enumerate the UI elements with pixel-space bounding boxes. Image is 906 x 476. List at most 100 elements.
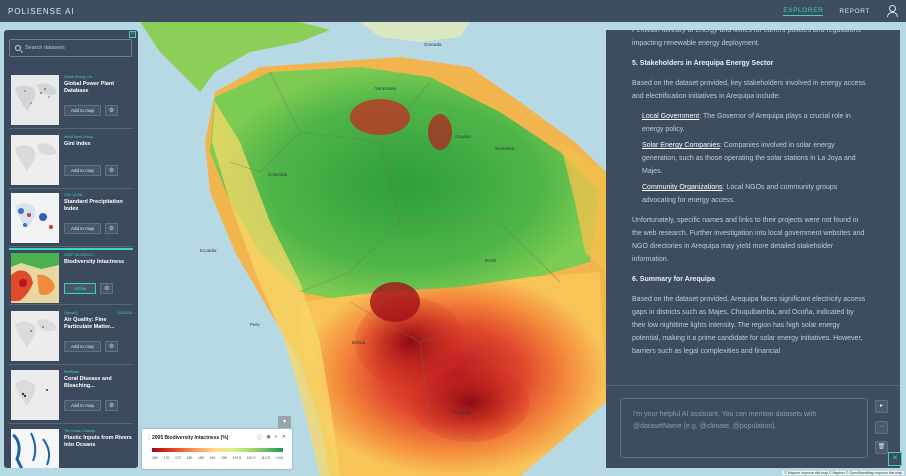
map-label: Paraguay <box>452 410 472 415</box>
chat-heading: 5. Stakeholders in Arequipa Energy Secto… <box>632 60 774 67</box>
settings-gear-button[interactable]: ⚙ <box>105 105 119 116</box>
legend-color-ramp <box>152 448 283 452</box>
dataset-title: Air Quality: Fine Particulate Matter... <box>64 317 115 330</box>
send-button[interactable]: ▸ <box>875 400 888 413</box>
dataset-thumbnail <box>11 135 59 185</box>
clear-chat-button[interactable]: 🗑 <box>875 441 888 454</box>
dataset-source: Global Energy Ob... <box>64 75 95 79</box>
chat-panel[interactable]: Peruvian Ministry of Energy and Mines fo… <box>606 30 900 385</box>
legend-tick: 195 <box>221 456 227 460</box>
close-panel-button[interactable]: ✕ <box>888 452 902 466</box>
nav-explorer-tab[interactable]: EXPLORER <box>783 6 824 16</box>
map-label: Colombia <box>268 172 288 177</box>
settings-gear-button[interactable]: ⚙ <box>105 341 119 352</box>
dataset-card[interactable]: ReefBase Coral Disease and Bleaching... … <box>9 367 133 424</box>
legend-tick: >115 <box>275 456 283 460</box>
legend-tick: 190 <box>209 456 216 460</box>
opacity-icon[interactable]: ◐ <box>274 434 278 440</box>
legend-tick: 110.0 <box>246 456 256 460</box>
trash-icon: 🗑 <box>877 444 886 450</box>
dataset-card-active[interactable]: UNEP-WCMC/SCI... Biodiversity Intactness… <box>9 248 133 305</box>
dataset-card[interactable]: CHC UCSB Standard Precipitation Index Ad… <box>9 190 133 247</box>
chat-paragraph: Based on the dataset provided, key stake… <box>632 80 866 100</box>
dataset-search-input[interactable] <box>25 45 125 51</box>
map-label: Bolivia <box>352 340 366 345</box>
map-label: Venezuela <box>375 86 397 91</box>
nav-report-tab[interactable]: REPORT <box>839 7 870 15</box>
legend-controls: ⓘ ◉ ◐ ✕ <box>257 434 286 441</box>
map-attribution[interactable]: © Mapbox Improve this map © Mapbox © Ope… <box>782 471 904 475</box>
legend-tick-labels: 160 170 172 180 185 190 195 197.5 110.0 … <box>152 456 283 460</box>
active-layer-button[interactable]: Active <box>64 283 97 294</box>
dataset-source: OpenAQ <box>64 311 78 315</box>
gear-icon: ⚙ <box>108 403 115 409</box>
dataset-thumbnail <box>11 253 59 303</box>
gear-icon: ⚙ <box>108 168 115 174</box>
map-legend: ⋮ 2005 Biodiversity Intactness (%) ⓘ ◉ ◐… <box>142 429 292 469</box>
add-to-map-button[interactable]: Add to map <box>64 223 102 234</box>
info-icon[interactable]: ⓘ <box>257 435 263 441</box>
legend-tick: 170 <box>163 456 170 460</box>
dataset-thumbnail <box>11 193 59 243</box>
dataset-search[interactable] <box>9 39 132 57</box>
chat-heading: 6. Summary for Arequipa <box>632 276 715 283</box>
dataset-card[interactable]: Global Energy Ob... Global Power Plant D… <box>9 72 133 129</box>
chat-paragraph: Unfortunately, specific names and links … <box>632 217 865 263</box>
map-label: Ecuador <box>200 248 217 253</box>
dataset-title: Plastic Inputs from Rivers into Oceans <box>64 435 132 448</box>
add-to-map-button[interactable]: Add to map <box>64 341 102 352</box>
dataset-source: ReefBase <box>64 370 80 374</box>
chat-bullet: Solar Energy Companies: Companies involv… <box>632 139 868 178</box>
bullet-label: Community Organizations <box>642 184 723 191</box>
dataset-source: The Ocean Cleanup <box>64 429 96 433</box>
dataset-thumbnail <box>11 75 59 125</box>
add-to-map-button[interactable]: Add to map <box>64 105 102 116</box>
dataset-title: Gini Index <box>64 141 91 147</box>
dataset-card[interactable]: The Ocean Cleanup Plastic Inputs from Ri… <box>9 426 133 468</box>
dataset-card[interactable]: World Bank Group Gini Index Add to map ⚙ <box>9 132 133 189</box>
map-label: Granada <box>424 42 442 47</box>
dataset-thumbnail <box>11 370 59 420</box>
settings-gear-button[interactable]: ⚙ <box>105 165 119 176</box>
sidebar-collapse-button[interactable]: × <box>129 31 136 38</box>
visibility-eye-icon[interactable]: ◉ <box>266 434 271 440</box>
legend-title: 2005 Biodiversity Intactness (%) <box>152 435 229 441</box>
main-nav: EXPLORER REPORT <box>783 5 898 17</box>
minimize-button[interactable]: – <box>875 421 888 434</box>
bullet-text: : The Governor of Arequipa plays a cruci… <box>642 113 851 133</box>
close-icon[interactable]: ✕ <box>281 434 286 440</box>
settings-gear-button[interactable]: ⚙ <box>105 400 119 411</box>
legend-tick: 172 <box>175 456 181 460</box>
map-label: Guyana <box>455 134 471 139</box>
gear-icon: ⚙ <box>108 344 115 350</box>
chat-composer-area: I'm your helpful AI assistant. You can m… <box>606 386 900 468</box>
chat-response: Peruvian Ministry of Energy and Mines fo… <box>632 30 868 365</box>
dataset-sidebar: × Global Energy Ob... Global Power Plant… <box>4 30 138 468</box>
settings-gear-button[interactable]: ⚙ <box>100 283 114 294</box>
dataset-title: Standard Precipitation Index <box>64 199 123 212</box>
bullet-label: Solar Energy Companies <box>642 142 720 149</box>
dataset-card[interactable]: OpenAQ 11/6/2024 Air Quality: Fine Partic… <box>9 308 133 365</box>
dataset-source: UNEP-WCMC/SCI... <box>64 253 96 257</box>
app-brand: POLISENSE AI <box>8 6 75 16</box>
dataset-source: CHC UCSB <box>64 193 83 197</box>
legend-tick: 197.5 <box>232 456 242 460</box>
close-icon: ✕ <box>892 455 898 462</box>
add-to-map-button[interactable]: Add to map <box>64 400 102 411</box>
gear-icon: ⚙ <box>108 226 115 232</box>
send-icon: ▸ <box>879 403 883 409</box>
add-to-map-button[interactable]: Add to map <box>64 165 102 176</box>
dataset-thumbnail <box>11 311 59 361</box>
legend-tick: 185 <box>198 456 204 460</box>
chat-bullet: Community Organizations: Local NGOs and … <box>632 181 868 207</box>
top-bar: POLISENSE AI EXPLORER REPORT <box>0 0 906 22</box>
user-icon[interactable] <box>886 5 898 17</box>
settings-gear-button[interactable]: ⚙ <box>105 223 119 234</box>
chat-divider <box>606 385 900 386</box>
legend-toggle-button[interactable]: ▾ <box>278 416 291 428</box>
chat-input[interactable]: I'm your helpful AI assistant. You can m… <box>620 398 868 458</box>
search-icon <box>15 45 21 51</box>
drag-handle-icon[interactable]: ⋮ <box>146 435 152 441</box>
map-label: Brazil <box>485 258 497 263</box>
dataset-source: World Bank Group <box>64 135 93 139</box>
